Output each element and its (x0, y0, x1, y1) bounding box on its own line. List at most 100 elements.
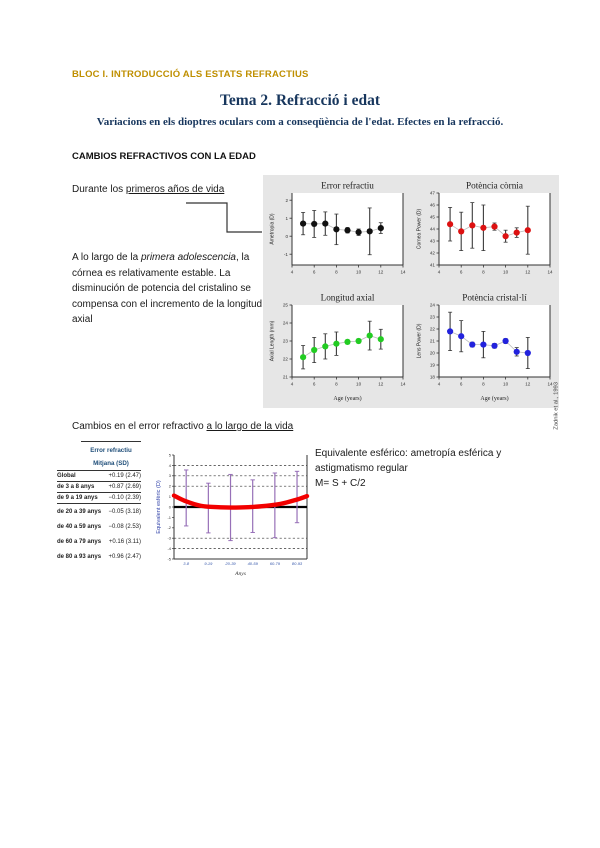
svg-text:3-8: 3-8 (183, 561, 190, 566)
svg-text:46: 46 (430, 203, 436, 208)
refraction-mean-sd: +0.96 (2.47) (108, 554, 141, 561)
svg-text:6: 6 (313, 270, 316, 275)
svg-text:Longitud axial: Longitud axial (321, 293, 375, 303)
svg-text:8: 8 (335, 270, 338, 275)
svg-text:5: 5 (169, 452, 172, 457)
svg-text:6: 6 (460, 270, 463, 275)
svg-text:44: 44 (430, 227, 436, 232)
age-group-label: de 80 a 93 anys (57, 554, 102, 561)
svg-text:2: 2 (285, 198, 288, 203)
svg-text:47: 47 (430, 191, 436, 196)
age-group-label: de 3 a 8 anys (57, 484, 95, 491)
svg-text:6: 6 (460, 382, 463, 387)
svg-text:Age (years): Age (years) (333, 395, 361, 402)
svg-text:14: 14 (400, 270, 406, 275)
paragraph-lifetime-changes: Cambios en el error refractivo a lo larg… (72, 419, 352, 435)
svg-text:19: 19 (430, 363, 436, 368)
svg-text:-4: -4 (167, 546, 171, 551)
svg-text:2: 2 (169, 484, 172, 489)
svg-text:23: 23 (430, 315, 436, 320)
age-group-label: de 20 a 39 anys (57, 508, 102, 515)
svg-text:24: 24 (283, 321, 289, 326)
svg-text:60-79: 60-79 (270, 561, 281, 566)
chart-error-refractiu: -1 0 1 2 4 6 8 10 12 14 Error refractiu Ametropia (… (266, 179, 409, 296)
svg-text:12: 12 (378, 382, 384, 387)
svg-text:8: 8 (482, 382, 485, 387)
svg-text:4: 4 (291, 382, 294, 387)
table-header-title: Error refractiu (90, 447, 132, 454)
note-line2: astigmatismo regular (315, 463, 408, 474)
table-row: de 40 a 59 anys −0.08 (2.53) (57, 519, 141, 534)
note-spherical-equivalent: Equivalente esférico: ametropía esférica… (315, 446, 550, 491)
svg-text:10: 10 (503, 382, 509, 387)
svg-text:18: 18 (430, 375, 436, 380)
table-row: de 3 a 8 anys +0.87 (2.69) (57, 482, 141, 494)
course-header: BLOC I. INTRODUCCIÓ ALS ESTATS REFRACTIU… (72, 69, 309, 80)
section-heading: CAMBIOS REFRACTIVOS CON LA EDAD (72, 151, 256, 162)
p2-rest: , la córnea es relativamente estable. La… (72, 252, 263, 325)
svg-text:6: 6 (313, 382, 316, 387)
paragraph-adolescence: A lo largo de la primera adolescencia, l… (72, 250, 268, 328)
age-group-label: de 60 a 79 anys (57, 539, 102, 545)
zadnik-figure-panel: -1 0 1 2 4 6 8 10 12 14 Error refractiu Ametropia (… (263, 175, 560, 430)
svg-text:Axial Length (mm): Axial Length (mm) (270, 320, 276, 361)
p2-prefix: A lo largo de la (72, 252, 141, 263)
p3-underlined-phrase: a lo largo de la vida (206, 421, 294, 432)
svg-text:Anys: Anys (234, 571, 246, 577)
svg-text:-5: -5 (167, 556, 171, 561)
svg-text:4: 4 (438, 270, 441, 275)
svg-text:4: 4 (291, 270, 294, 275)
svg-text:9-19: 9-19 (204, 561, 213, 566)
svg-text:14: 14 (400, 382, 406, 387)
svg-text:80-93: 80-93 (292, 561, 303, 566)
p3-prefix: Cambios en el error refractivo (72, 421, 207, 432)
table-body: Global +0.19 (2.47) de 3 a 8 anys +0.87 (2.… (57, 470, 141, 565)
svg-text:14: 14 (547, 382, 553, 387)
figure-citation: Zadnik et al., 1993 (554, 382, 560, 430)
chart-longitud-axial: 21 22 23 24 25 4 6 8 10 12 14 Longitud axial Axial L… (266, 291, 409, 408)
svg-text:Equivalent esfèric (D): Equivalent esfèric (D) (156, 480, 162, 534)
svg-text:-3: -3 (167, 536, 171, 541)
svg-text:-2: -2 (167, 525, 171, 530)
table-row: de 9 a 19 anys −0.10 (2.39) (57, 493, 141, 505)
chart-equivalent-esferic: -5 -4 -3 -2 -1 0 1 2 3 4 5 3-8 9-19 20-39 40-59 60-79 80… (154, 449, 314, 592)
svg-text:25: 25 (283, 303, 289, 308)
svg-text:12: 12 (525, 270, 531, 275)
table-header-subtitle: Mitjana (SD) (93, 460, 129, 468)
svg-text:22: 22 (430, 327, 436, 332)
chart-potencia-cornia: 41 42 43 44 45 46 47 4 6 8 10 12 14 Potència còrnia Co… (413, 179, 556, 296)
svg-text:40-59: 40-59 (248, 561, 259, 566)
svg-text:Potència còrnia: Potència còrnia (466, 181, 523, 191)
page-title: Tema 2. Refracció i edat (220, 92, 380, 109)
svg-text:43: 43 (430, 239, 436, 244)
svg-text:3: 3 (169, 473, 172, 478)
table-row: de 80 a 93 anys +0.96 (2.47) (57, 550, 141, 565)
svg-text:10: 10 (356, 382, 362, 387)
svg-text:21: 21 (430, 339, 436, 344)
table-row: de 20 a 39 anys −0.05 (3.18) (57, 504, 141, 519)
svg-text:22: 22 (283, 357, 289, 362)
age-group-label: de 9 a 19 anys (57, 495, 98, 502)
table-header: Error refractiu Mitjana (SD) (81, 441, 141, 470)
refraction-mean-sd: +0.87 (2.69) (108, 484, 141, 491)
svg-text:12: 12 (378, 270, 384, 275)
svg-text:20-39: 20-39 (224, 561, 236, 566)
svg-text:8: 8 (335, 382, 338, 387)
svg-text:0: 0 (285, 234, 288, 239)
svg-text:Cornea Power (D): Cornea Power (D) (417, 209, 423, 250)
svg-text:41: 41 (430, 263, 436, 268)
refraction-mean-sd: −0.05 (3.18) (108, 508, 141, 515)
refraction-mean-sd: −0.10 (2.39) (108, 495, 141, 502)
svg-text:Error refractiu: Error refractiu (321, 181, 374, 191)
p1-underlined-phrase: primeros años de vida (125, 184, 225, 195)
page-subtitle: Variacions en els dioptres oculars com a… (96, 116, 504, 128)
svg-text:Ametropia (D): Ametropia (D) (270, 213, 276, 244)
svg-text:Potència cristal·lí: Potència cristal·lí (462, 293, 527, 303)
age-group-label: de 40 a 59 anys (57, 523, 102, 530)
chart-potencia-cristalli: 18 19 20 21 22 23 24 4 6 8 10 12 14 Potència cristal·… (413, 291, 556, 408)
svg-text:10: 10 (356, 270, 362, 275)
age-group-label: Global (57, 473, 76, 480)
note-formula: M= S + C/2 (315, 478, 366, 489)
svg-text:14: 14 (547, 270, 553, 275)
refraction-mean-sd: +0.19 (2.47) (108, 473, 141, 480)
